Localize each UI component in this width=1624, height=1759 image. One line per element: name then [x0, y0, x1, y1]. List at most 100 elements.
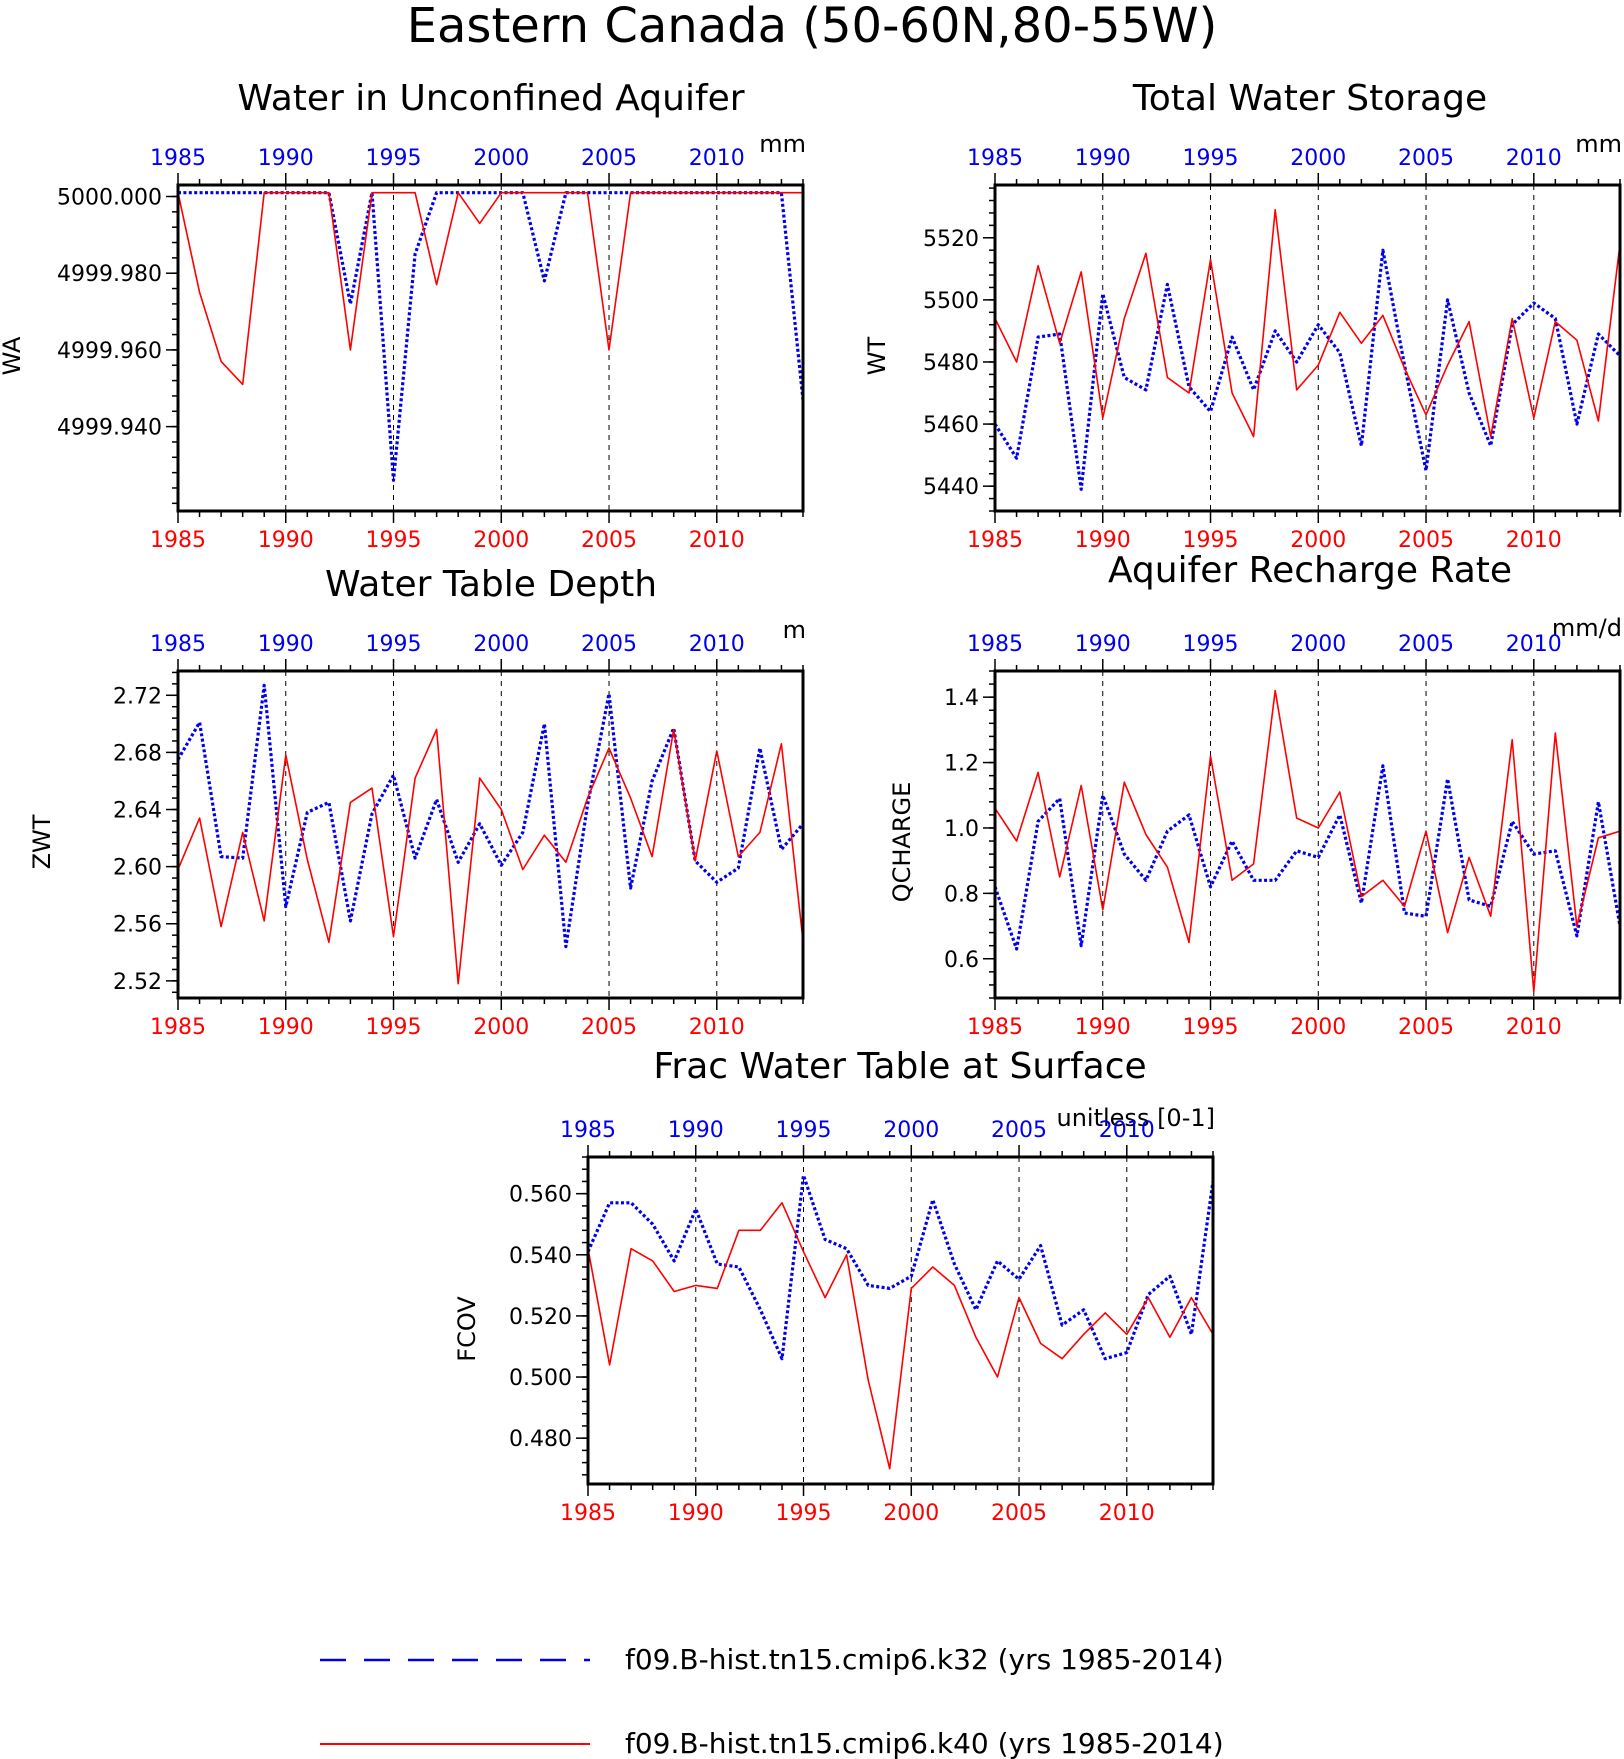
x-tick-label-top: 1985: [560, 1118, 616, 1143]
x-tick-label-top: 1985: [150, 632, 206, 657]
y-tick-label: 0.540: [509, 1244, 572, 1269]
y-tick-label: 5440: [923, 475, 979, 500]
x-tick-label-bottom: 1990: [258, 528, 314, 553]
x-tick-label-top: 1995: [1183, 632, 1239, 657]
y-tick-label: 5480: [923, 351, 979, 376]
plot-frame: [176, 183, 805, 513]
x-tick-label-bottom: 2000: [1290, 1015, 1346, 1040]
units-label: mm: [759, 130, 806, 158]
panel-water-in-unconfined-aquifer: Water in Unconfined Aquifer mm WA 198519…: [0, 78, 806, 553]
y-tick-label: 0.8: [944, 882, 979, 907]
x-tick-label-top: 2000: [473, 632, 529, 657]
panel-title: Frac Water Table at Surface: [653, 1046, 1146, 1087]
y-tick-label: 5000.000: [57, 186, 162, 211]
plot-frame: [993, 183, 1622, 513]
units-label: unitless [0-1]: [1057, 1104, 1216, 1132]
panel-aquifer-recharge-rate: Aquifer Recharge Rate mm/d QCHARGE 19851…: [888, 550, 1622, 1040]
plot-area: 1985 1985 1990 1990 1995 1995 2000 2000 2005 2005…: [509, 1118, 1215, 1526]
y-tick-label: 1.4: [944, 686, 979, 711]
x-tick-label-top: 1990: [258, 632, 314, 657]
plot-area: 1985 1985 1990 1990 1995 1995 2000 2000 2005 2005…: [944, 632, 1622, 1040]
x-tick-label-bottom: 2010: [1506, 528, 1562, 553]
figure-title: Eastern Canada (50-60N,80-55W): [407, 0, 1218, 54]
y-tick-label: 2.56: [113, 913, 162, 938]
y-tick-label: 0.520: [509, 1305, 572, 1330]
legend-label: f09.B-hist.tn15.cmip6.k40 (yrs 1985-2014…: [625, 1727, 1224, 1759]
x-tick-label-bottom: 2010: [1506, 1015, 1562, 1040]
x-tick-label-top: 2005: [581, 146, 637, 171]
y-tick-label: 5500: [923, 289, 979, 314]
x-tick-label-top: 2000: [1290, 146, 1346, 171]
x-tick-label-top: 1990: [668, 1118, 724, 1143]
plot-frame: [586, 1155, 1215, 1486]
x-tick-label-bottom: 2005: [581, 528, 637, 553]
x-tick-label-top: 1990: [1075, 146, 1131, 171]
series-line-k40: [178, 728, 803, 985]
y-tick-label: 5460: [923, 413, 979, 438]
plot-area: 1985 1985 1990 1990 1995 1995 2000 2000 2005 2005…: [113, 632, 805, 1040]
y-tick-label: 0.500: [509, 1366, 572, 1391]
x-tick-label-bottom: 1995: [776, 1501, 832, 1526]
plot-frame: [176, 669, 805, 1000]
x-tick-label-bottom: 1990: [258, 1015, 314, 1040]
x-tick-label-top: 2010: [1506, 632, 1562, 657]
x-tick-label-top: 2000: [1290, 632, 1346, 657]
panel-frac-water-table-at-surface: Frac Water Table at Surface unitless [0-…: [453, 1046, 1215, 1526]
x-tick-label-top: 2000: [473, 146, 529, 171]
x-tick-label-bottom: 1995: [366, 528, 422, 553]
x-tick-label-bottom: 1985: [967, 1015, 1023, 1040]
plot-frame: [993, 669, 1622, 1000]
series-line-k32: [995, 248, 1620, 491]
panel-total-water-storage: Total Water Storage mm WT 19851985199019…: [863, 78, 1622, 553]
x-tick-label-bottom: 2010: [689, 528, 745, 553]
series-line-k40: [995, 209, 1620, 438]
series-line-k40: [588, 1202, 1213, 1470]
y-tick-label: 2.72: [113, 684, 162, 709]
x-tick-label-top: 1990: [258, 146, 314, 171]
y-tick-label: 4999.960: [57, 339, 162, 364]
x-tick-label-bottom: 2010: [1099, 1501, 1155, 1526]
panel-title: Water in Unconfined Aquifer: [237, 78, 744, 119]
y-axis-label: FCOV: [453, 1296, 481, 1362]
x-tick-label-bottom: 1995: [366, 1015, 422, 1040]
x-tick-label-top: 1995: [1183, 146, 1239, 171]
y-tick-label: 2.52: [113, 970, 162, 995]
y-tick-label: 2.64: [113, 799, 162, 824]
x-tick-label-bottom: 1985: [560, 1501, 616, 1526]
x-tick-label-bottom: 2000: [1290, 528, 1346, 553]
x-tick-label-bottom: 1995: [1183, 1015, 1239, 1040]
x-tick-label-bottom: 1990: [1075, 1015, 1131, 1040]
panel-title: Aquifer Recharge Rate: [1108, 550, 1512, 591]
legend: f09.B-hist.tn15.cmip6.k32 (yrs 1985-2014…: [320, 1643, 1224, 1759]
x-tick-label-bottom: 1990: [1075, 528, 1131, 553]
y-tick-label: 0.560: [509, 1183, 572, 1208]
x-tick-label-top: 2010: [689, 632, 745, 657]
x-tick-label-top: 2005: [581, 632, 637, 657]
panel-title: Water Table Depth: [325, 564, 657, 605]
series-line-k32: [178, 683, 803, 949]
plot-area: 1985 1985 1990 1990 1995 1995 2000 2000 2005 2005…: [57, 146, 805, 553]
x-tick-label-top: 1995: [776, 1118, 832, 1143]
x-tick-label-top: 2005: [1398, 632, 1454, 657]
x-tick-label-top: 1985: [150, 146, 206, 171]
x-tick-label-bottom: 1990: [668, 1501, 724, 1526]
y-tick-label: 0.480: [509, 1427, 572, 1452]
x-tick-label-bottom: 2000: [883, 1501, 939, 1526]
x-tick-label-top: 1985: [967, 146, 1023, 171]
x-tick-label-top: 1990: [1075, 632, 1131, 657]
y-tick-label: 1.0: [944, 817, 979, 842]
x-tick-label-bottom: 1985: [150, 1015, 206, 1040]
x-tick-label-bottom: 2010: [689, 1015, 745, 1040]
units-label: mm: [1575, 130, 1622, 158]
units-label: mm/d: [1552, 614, 1622, 642]
x-tick-label-top: 2005: [991, 1118, 1047, 1143]
x-tick-label-bottom: 1985: [150, 528, 206, 553]
y-tick-label: 5520: [923, 227, 979, 252]
x-tick-label-bottom: 2005: [1398, 528, 1454, 553]
x-tick-label-top: 2010: [689, 146, 745, 171]
x-tick-label-bottom: 1995: [1183, 528, 1239, 553]
x-tick-label-top: 2010: [1506, 146, 1562, 171]
y-tick-label: 4999.940: [57, 416, 162, 441]
x-tick-label-top: 1985: [967, 632, 1023, 657]
series-line-k32: [588, 1173, 1213, 1361]
